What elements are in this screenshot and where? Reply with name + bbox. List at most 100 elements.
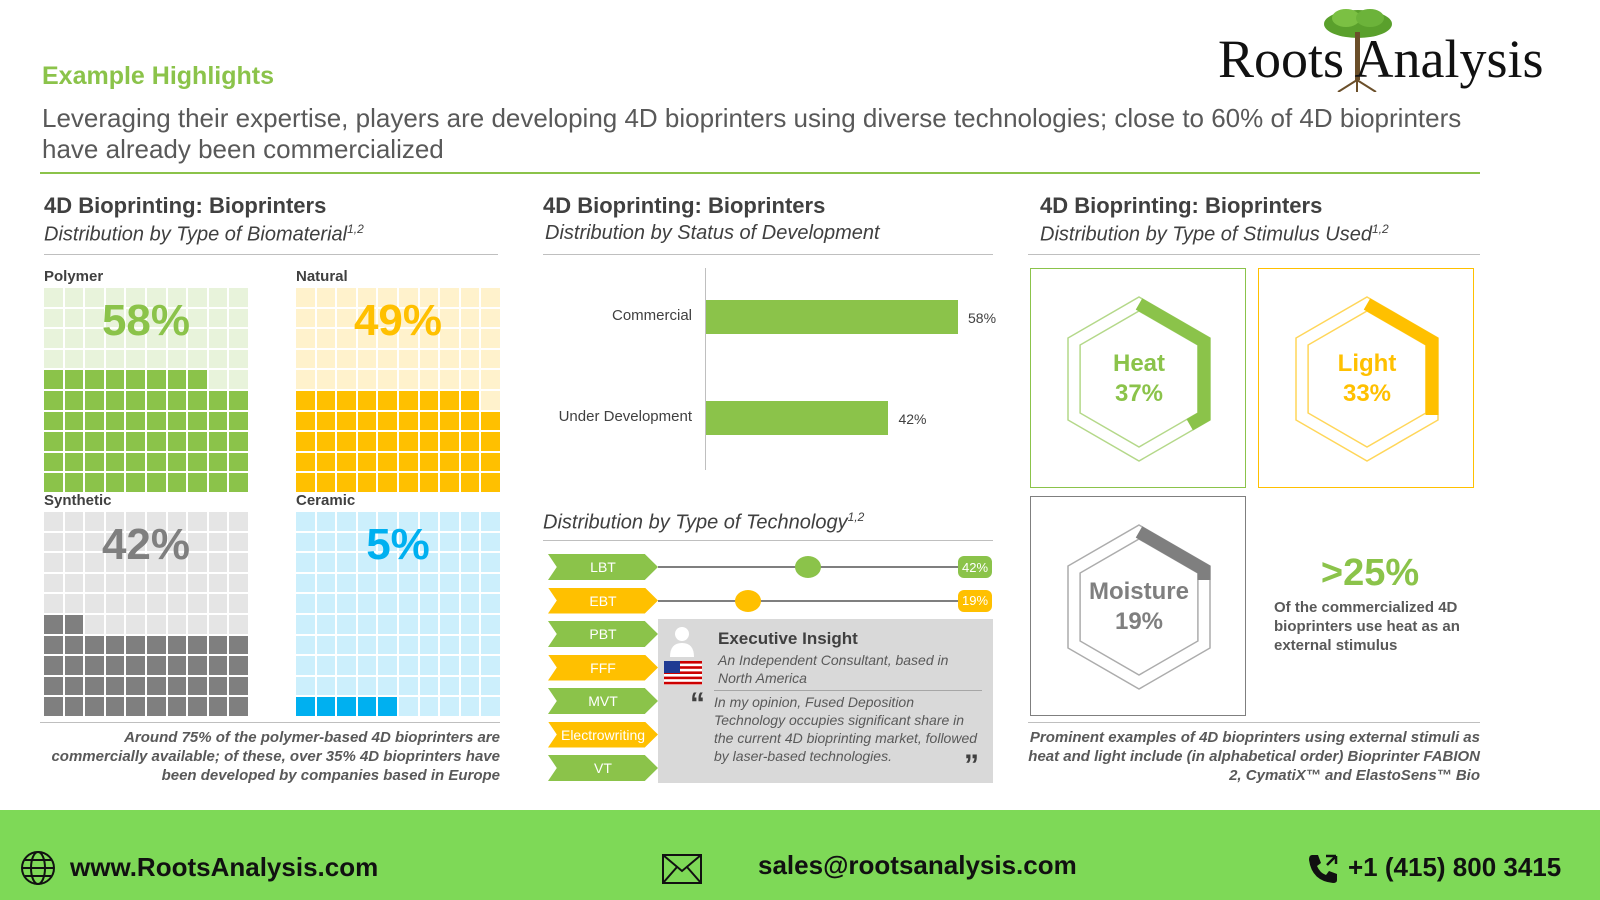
waffle-cell <box>85 288 104 307</box>
waffle-cell <box>64 329 84 348</box>
waffle-cell <box>316 473 336 492</box>
waffle-cell <box>44 656 63 675</box>
waffle-cell <box>296 349 315 369</box>
waffle-cell <box>440 512 459 531</box>
waffle-cell <box>147 532 166 552</box>
waffle-cell <box>357 512 377 531</box>
footer-phone-link[interactable]: +1 (415) 800 3415 <box>1348 852 1562 882</box>
waffle-cell <box>44 432 63 451</box>
waffle-cell <box>167 411 187 431</box>
waffle-cell <box>337 432 356 451</box>
waffle-label-polymer: Polymer <box>44 268 104 285</box>
waffle-cell <box>85 349 104 369</box>
waffle-cell <box>229 349 248 369</box>
waffle-cell <box>167 553 187 572</box>
left-note-rule <box>40 722 500 723</box>
waffle-cell <box>85 329 104 348</box>
waffle-cell <box>64 532 84 552</box>
waffle-cell <box>460 308 480 328</box>
waffle-cell <box>460 532 480 552</box>
person-icon <box>670 627 694 657</box>
logo-text: Roots Analysis <box>1218 29 1544 89</box>
waffle-cell <box>357 411 377 431</box>
footer-bar: www.RootsAnalysis.com sales@rootsanalysi… <box>0 810 1600 900</box>
waffle-cell <box>378 411 397 431</box>
waffle-cell <box>357 594 377 613</box>
waffle-cell <box>229 573 248 593</box>
waffle-cell <box>147 452 166 472</box>
footer-website-link[interactable]: www.RootsAnalysis.com <box>70 852 379 882</box>
bar-value: 42% <box>898 411 927 427</box>
waffle-cell <box>167 329 187 348</box>
waffle-cell <box>316 370 336 389</box>
waffle-cell <box>419 391 439 410</box>
waffle-cell <box>208 594 228 613</box>
waffle-cell <box>229 329 248 348</box>
waffle-cell <box>44 452 63 472</box>
bar <box>706 300 958 334</box>
waffle-label-ceramic: Ceramic <box>296 492 356 509</box>
waffle-cell <box>188 370 207 389</box>
waffle-cell <box>208 676 228 696</box>
waffle-cell <box>126 473 145 492</box>
waffle-cell <box>296 370 315 389</box>
waffle-cell <box>481 370 500 389</box>
bar-label: Under Development <box>558 408 692 425</box>
hexagon-gauge-moisture <box>1067 524 1211 690</box>
waffle-cell <box>378 656 397 675</box>
waffle-cell <box>419 288 439 307</box>
waffle-cell <box>316 308 336 328</box>
hexagon-fill-arc <box>1067 296 1211 462</box>
waffle-cell <box>229 594 248 613</box>
waffle-cell <box>64 553 84 572</box>
waffle-cell <box>296 329 315 348</box>
waffle-cell <box>399 553 418 572</box>
waffle-cell <box>229 288 248 307</box>
callout-value: >25% <box>1320 552 1420 594</box>
waffle-cell <box>378 349 397 369</box>
waffle-cell <box>229 553 248 572</box>
waffle-cell <box>481 573 500 593</box>
waffle-cell <box>460 329 480 348</box>
waffle-label-synthetic: Synthetic <box>44 492 112 509</box>
waffle-cell <box>460 473 480 492</box>
waffle-cell <box>188 391 207 410</box>
waffle-cell <box>167 308 187 328</box>
waffle-cell <box>316 697 336 716</box>
waffle-cell <box>481 452 500 472</box>
stimulus-value: 19% <box>1114 608 1164 635</box>
waffle-value-synthetic: 42% <box>101 520 191 569</box>
header-divider <box>40 172 1480 174</box>
waffle-cell <box>460 594 480 613</box>
waffle-cell <box>147 391 166 410</box>
waffle-cell <box>419 349 439 369</box>
left-panel-note: Around 75% of the polymer-based 4D biopr… <box>51 729 500 784</box>
waffle-cell <box>399 288 418 307</box>
waffle-cell <box>167 432 187 451</box>
waffle-cell <box>208 532 228 552</box>
waffle-cell <box>399 370 418 389</box>
right-panel-subtitle: Distribution by Type of Stimulus Used1,2 <box>1040 222 1389 246</box>
tech-pill: PBT <box>548 621 658 647</box>
waffle-cell <box>316 656 336 675</box>
waffle-cell <box>296 635 315 655</box>
tech-pill: LBT <box>548 554 658 580</box>
waffle-cell <box>229 676 248 696</box>
waffle-cell <box>44 615 63 634</box>
waffle-cell <box>229 411 248 431</box>
waffle-cell <box>399 473 418 492</box>
waffle-cell <box>126 329 145 348</box>
waffle-cell <box>126 432 145 451</box>
waffle-cell <box>85 452 104 472</box>
waffle-cell <box>378 553 397 572</box>
footer-email-link[interactable]: sales@rootsanalysis.com <box>758 850 1077 880</box>
waffle-cell <box>44 391 63 410</box>
waffle-cell <box>44 512 63 531</box>
waffle-cell <box>229 697 248 716</box>
tech-pill: MVT <box>548 688 658 714</box>
envelope-icon <box>662 854 702 884</box>
waffle-cell <box>229 473 248 492</box>
waffle-cell <box>399 532 418 552</box>
waffle-cell <box>481 656 500 675</box>
waffle-cell <box>357 676 377 696</box>
